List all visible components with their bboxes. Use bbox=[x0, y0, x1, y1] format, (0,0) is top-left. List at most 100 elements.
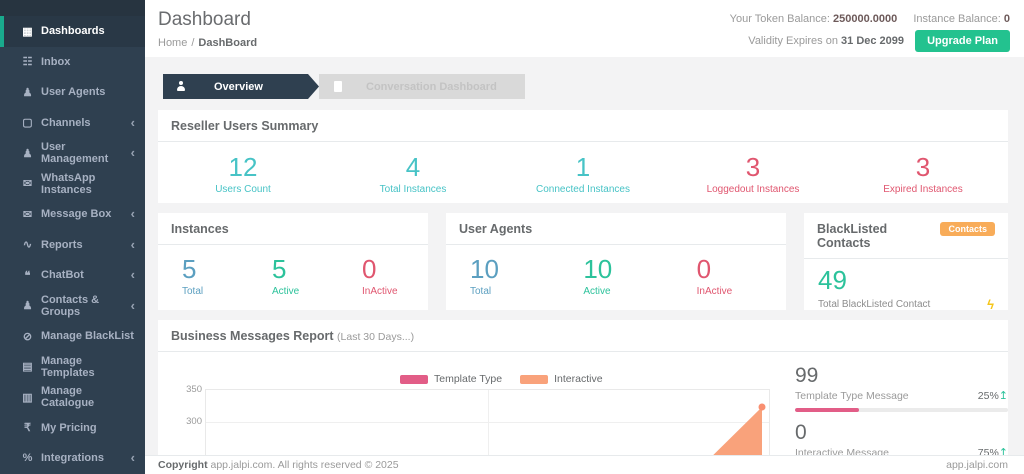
instances-card: Instances 5 Total 5 Active 0 InActive bbox=[158, 213, 428, 310]
sidebar-item-label: My Pricing bbox=[41, 421, 97, 434]
chevron-left-icon: ‹ bbox=[130, 236, 135, 252]
token-balance-value: 250000.0000 bbox=[833, 13, 898, 25]
sidebar-item-contacts-groups[interactable]: ♟ Contacts & Groups ‹ bbox=[0, 291, 145, 322]
sidebar-item-user-agents[interactable]: ♟ User Agents bbox=[0, 77, 145, 108]
legend-interactive: Interactive bbox=[520, 373, 603, 385]
legend-label: Template Type bbox=[434, 373, 503, 385]
gridline-300 bbox=[206, 422, 769, 423]
y-axis-tick-350: 350 bbox=[186, 384, 202, 395]
inbox-icon: ☷ bbox=[22, 56, 33, 69]
upgrade-plan-button[interactable]: Upgrade Plan bbox=[915, 30, 1010, 52]
template-type-label: Template Type Message bbox=[795, 389, 909, 402]
stat-value: 10 bbox=[583, 254, 613, 284]
stat-label: Loggedout Instances bbox=[706, 184, 800, 195]
sidebar-item-label: Manage BlackList bbox=[41, 330, 134, 343]
legend-swatch-pink bbox=[400, 374, 428, 384]
breadcrumb-current: DashBoard bbox=[198, 37, 258, 49]
report-side-stats: 99 Template Type Message 25%↥ 0 Interact… bbox=[795, 364, 1008, 474]
sidebar-item-label: User Management bbox=[41, 141, 109, 166]
sidebar-item-label: Contacts & Groups bbox=[41, 293, 100, 318]
sidebar-item-manage-blacklist[interactable]: ⊘ Manage BlackList bbox=[0, 321, 145, 352]
stat-value: 3 bbox=[915, 152, 931, 182]
sidebar-item-dashboards[interactable]: ▦ Dashboards bbox=[0, 16, 145, 47]
sidebar-item-label: Manage Catalogue bbox=[41, 385, 95, 410]
validity-line: Validity Expires on 31 Dec 2099 Upgrade … bbox=[730, 30, 1010, 52]
instance-balance-label: Instance Balance: bbox=[913, 13, 1001, 25]
footer: Copyright app.jalpi.com. All rights rese… bbox=[145, 455, 1024, 474]
top-bar: Dashboard Home / DashBoard Your Token Bala… bbox=[145, 0, 1024, 57]
tab-overview[interactable]: Overview bbox=[163, 74, 319, 99]
arrow-up-icon: ↥ bbox=[998, 390, 1008, 402]
stat-expired-instances: 3 Expired Instances bbox=[838, 142, 1008, 195]
chart-legend: Template Type Interactive bbox=[400, 373, 603, 385]
user-agents-stats-row: 10 Total 10 Active 0 InActive bbox=[446, 245, 786, 297]
instances-stats-row: 5 Total 5 Active 0 InActive bbox=[158, 245, 428, 297]
sidebar-item-manage-templates[interactable]: ▤ Manage Templates bbox=[0, 352, 145, 383]
tab-overview-label: Overview bbox=[214, 80, 263, 93]
sidebar-item-whatsapp-instances[interactable]: ✉ WhatsApp Instances bbox=[0, 169, 145, 200]
stat-label: InActive bbox=[696, 286, 733, 297]
template-type-progress-bar bbox=[795, 408, 1008, 412]
account-summary: Your Token Balance: 250000.0000 Instance… bbox=[730, 9, 1010, 52]
sidebar-item-label: Dashboards bbox=[41, 25, 105, 38]
sidebar: ▦ Dashboards ☷ Inbox ♟ User Agents ▢ Cha… bbox=[0, 0, 145, 474]
sidebar-item-my-pricing[interactable]: ₹ My Pricing bbox=[0, 413, 145, 444]
sidebar-item-message-box[interactable]: ✉ Message Box ‹ bbox=[0, 199, 145, 230]
sidebar-item-integrations[interactable]: % Integrations ‹ bbox=[0, 443, 145, 474]
sidebar-item-label: Reports bbox=[41, 238, 83, 251]
document-icon bbox=[334, 81, 342, 92]
sidebar-item-chatbot[interactable]: ❝ ChatBot ‹ bbox=[0, 260, 145, 291]
stat-value: 4 bbox=[405, 152, 421, 182]
blacklisted-contacts-card: Contacts BlackListed Contacts 49 Total B… bbox=[804, 213, 1008, 312]
contacts-badge[interactable]: Contacts bbox=[940, 222, 995, 236]
table-icon: ▥ bbox=[22, 391, 33, 404]
stat-label: Active bbox=[583, 286, 611, 297]
user-agents-card: User Agents 10 Total 10 Active 0 InActiv… bbox=[446, 213, 786, 310]
ban-icon: ⊘ bbox=[22, 330, 33, 343]
stat-value: 12 bbox=[228, 152, 258, 182]
person-icon bbox=[176, 81, 186, 92]
sidebar-item-label: Message Box bbox=[41, 208, 112, 221]
stat-label: Total bbox=[470, 286, 492, 297]
sidebar-item-reports[interactable]: ∿ Reports ‹ bbox=[0, 230, 145, 261]
breadcrumb-home-link[interactable]: Home bbox=[158, 37, 188, 49]
sidebar-item-label: Channels bbox=[41, 116, 91, 129]
sidebar-brand bbox=[0, 0, 145, 16]
stat-label: Total bbox=[182, 286, 204, 297]
sidebar-item-inbox[interactable]: ☷ Inbox bbox=[0, 47, 145, 78]
sidebar-item-label: User Agents bbox=[41, 86, 106, 99]
chevron-left-icon: ‹ bbox=[130, 114, 135, 130]
stat-label: Users Count bbox=[215, 184, 271, 195]
legend-swatch-orange bbox=[520, 374, 549, 384]
lightning-bolt-icon: ϟ bbox=[987, 297, 994, 312]
sidebar-item-channels[interactable]: ▢ Channels ‹ bbox=[0, 108, 145, 139]
monitor-icon: ▢ bbox=[22, 117, 33, 130]
stat-total-instances: 4 Total Instances bbox=[328, 142, 498, 195]
template-icon: ▤ bbox=[22, 361, 33, 374]
sidebar-item-label: Integrations bbox=[41, 452, 104, 465]
sidebar-item-user-management[interactable]: ♟ User Management ‹ bbox=[0, 138, 145, 169]
chevron-left-icon: ‹ bbox=[130, 267, 135, 283]
chevron-left-icon: ‹ bbox=[130, 145, 135, 161]
blacklisted-count: 49 bbox=[818, 265, 847, 295]
footer-domain: app.jalpi.com bbox=[946, 459, 1008, 471]
token-balance-label: Your Token Balance: bbox=[729, 13, 830, 25]
card-subtitle: (Last 30 Days...) bbox=[337, 331, 415, 343]
legend-template-type: Template Type bbox=[400, 373, 502, 385]
stat-value: 5 bbox=[272, 254, 287, 284]
card-title: BlackListed Contacts bbox=[817, 222, 888, 250]
breadcrumb: Home / DashBoard bbox=[158, 37, 257, 49]
tab-conversation-dashboard[interactable]: Conversation Dashboard bbox=[319, 74, 525, 99]
blacklisted-label: Total BlackListed Contact bbox=[818, 299, 931, 310]
stat-total: 5 Total bbox=[158, 245, 248, 297]
sidebar-item-manage-catalogue[interactable]: ▥ Manage Catalogue bbox=[0, 382, 145, 413]
series-point-marker bbox=[758, 403, 766, 411]
card-title-row: Contacts BlackListed Contacts bbox=[804, 213, 1008, 259]
chevron-left-icon: ‹ bbox=[130, 297, 135, 313]
chevron-left-icon: ‹ bbox=[130, 450, 135, 466]
reseller-users-summary-card: Reseller Users Summary 12 Users Count 4 … bbox=[158, 110, 1008, 203]
stat-value: 0 bbox=[696, 254, 712, 284]
blacklisted-body: 49 Total BlackListed Contact ϟ bbox=[804, 259, 1008, 312]
reseller-stats-row: 12 Users Count 4 Total Instances 1 Conne… bbox=[158, 142, 1008, 195]
